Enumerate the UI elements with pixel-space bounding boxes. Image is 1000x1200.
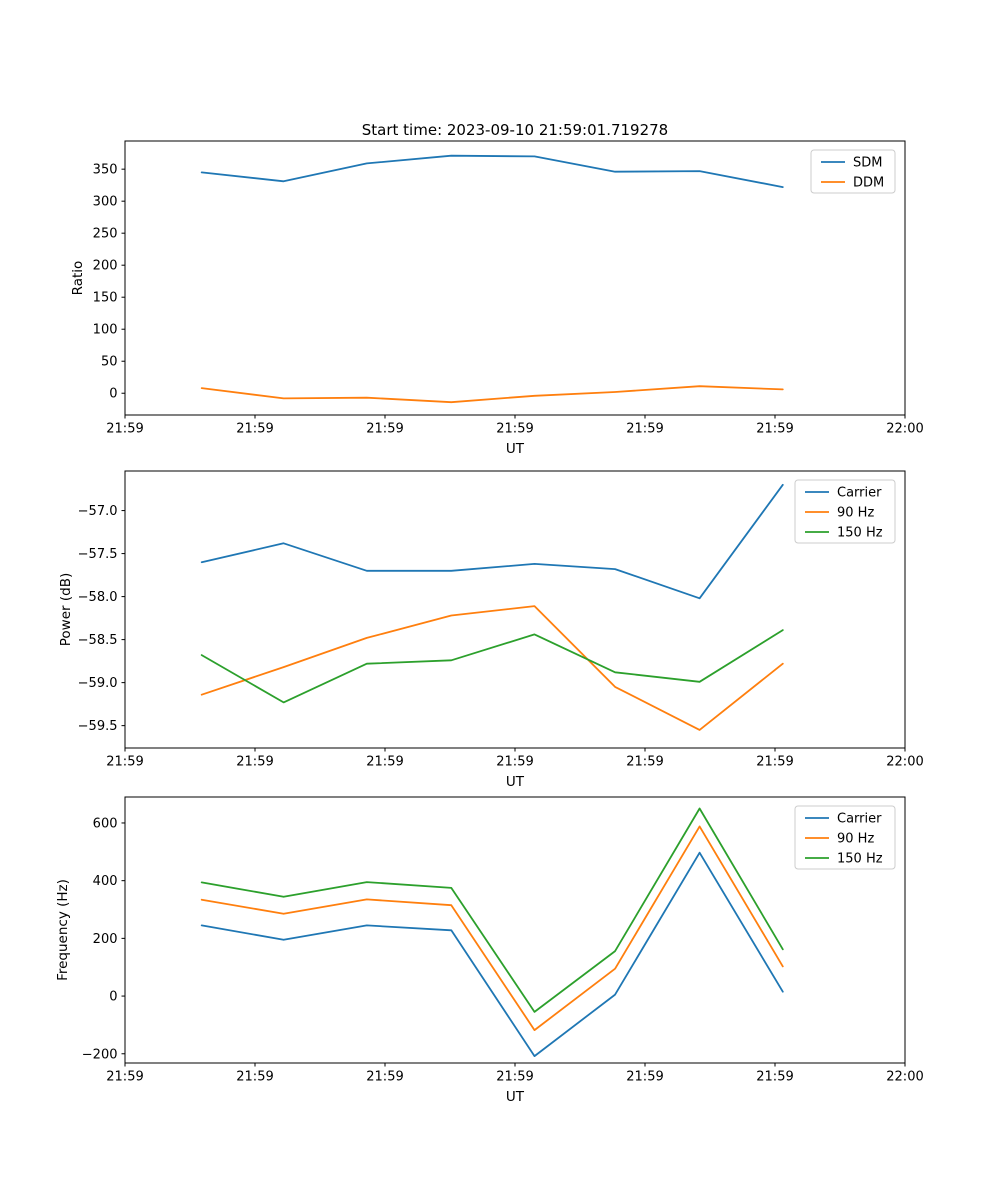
legend-label-sdm: SDM <box>853 156 882 171</box>
line-ddm <box>200 385 784 404</box>
y-tick-label: 250 <box>93 227 118 242</box>
x-tick-label: 21:59 <box>236 422 273 437</box>
x-tick-label: 21:59 <box>756 422 793 437</box>
x-tick-label: 21:59 <box>756 1070 793 1085</box>
x-tick-label: 22:00 <box>886 1070 923 1085</box>
x-tick-label: 21:59 <box>106 422 143 437</box>
x-axis-label: UT <box>506 1089 525 1105</box>
x-tick-label: 22:00 <box>886 755 923 770</box>
subplot-power: 21:59 21:59 21:59 21:59 21:59 21:59 22:00 −59.5… <box>58 470 924 790</box>
line-sdm <box>200 154 784 189</box>
line-90-hz <box>200 825 784 1031</box>
y-tick-label: 200 <box>93 259 118 274</box>
legend-label-90-hz: 90 Hz <box>837 832 874 847</box>
x-tick-label: 21:59 <box>106 1070 143 1085</box>
x-tick-label: 21:59 <box>626 1070 663 1085</box>
legend-box <box>794 479 896 544</box>
x-tick-label: 21:59 <box>626 422 663 437</box>
line-carrier <box>200 483 784 600</box>
figure-title: Start time: 2023-09-10 21:59:01.719278 <box>361 121 669 139</box>
y-tick-label: −57.5 <box>78 547 118 562</box>
x-tick-label: 21:59 <box>236 1070 273 1085</box>
x-tick-label: 21:59 <box>496 422 533 437</box>
y-tick-label: 0 <box>109 990 117 1005</box>
legend-label-150-hz: 150 Hz <box>837 526 883 541</box>
y-tick-label: −59.5 <box>78 719 118 734</box>
x-tick-label: 21:59 <box>626 755 663 770</box>
x-tick-label: 21:59 <box>366 1070 403 1085</box>
x-tick-label: 22:00 <box>886 422 923 437</box>
x-tick-label: 21:59 <box>756 755 793 770</box>
line-150-hz <box>200 807 784 1013</box>
y-tick-label: 150 <box>93 291 118 306</box>
y-tick-label: −59.0 <box>78 676 118 691</box>
subplot-ratio: 21:59 21:59 21:59 21:59 21:59 21:59 22:00 0 50 10… <box>70 140 924 457</box>
y-tick-label: −57.0 <box>78 504 118 519</box>
x-tick-label: 21:59 <box>106 755 143 770</box>
legend-label-150-hz: 150 Hz <box>837 852 883 867</box>
y-tick-label: 50 <box>101 355 118 370</box>
y-tick-label: 400 <box>93 874 118 889</box>
legend-label-carrier: Carrier <box>837 486 882 501</box>
axes-frame <box>124 470 906 749</box>
y-tick-label: −58.5 <box>78 633 118 648</box>
y-tick-label: 0 <box>109 387 117 402</box>
x-tick-label: 21:59 <box>366 422 403 437</box>
y-axis-label: Ratio <box>70 261 86 296</box>
line-carrier <box>200 851 784 1057</box>
y-tick-label: 200 <box>93 932 118 947</box>
legend: Carrier 90 Hz 150 Hz <box>794 479 896 544</box>
line-150-hz <box>200 629 784 704</box>
legend-label-carrier: Carrier <box>837 812 882 827</box>
y-axis-label: Power (dB) <box>58 573 74 646</box>
y-tick-label: −58.0 <box>78 590 118 605</box>
y-tick-label: −200 <box>82 1047 118 1062</box>
legend-label-ddm: DDM <box>853 176 884 191</box>
subplot-frequency: 21:59 21:59 21:59 21:59 21:59 21:59 22:00 −200 0… <box>55 796 924 1105</box>
legend: Carrier 90 Hz 150 Hz <box>794 805 896 870</box>
y-tick-label: 300 <box>93 195 118 210</box>
y-axis-label: Frequency (Hz) <box>55 879 71 981</box>
legend-label-90-hz: 90 Hz <box>837 506 874 521</box>
y-tick-label: 350 <box>93 163 118 178</box>
x-axis-label: UT <box>506 441 525 457</box>
x-tick-label: 21:59 <box>496 755 533 770</box>
y-tick-label: 600 <box>93 816 118 831</box>
x-axis-label: UT <box>506 774 525 790</box>
x-tick-label: 21:59 <box>366 755 403 770</box>
x-tick-label: 21:59 <box>496 1070 533 1085</box>
legend-box <box>794 805 896 870</box>
y-tick-label: 100 <box>93 323 118 338</box>
line-90-hz <box>200 605 784 731</box>
legend: SDM DDM <box>810 149 896 194</box>
axes-frame <box>124 140 906 416</box>
x-tick-label: 21:59 <box>236 755 273 770</box>
axes-frame <box>124 796 906 1064</box>
